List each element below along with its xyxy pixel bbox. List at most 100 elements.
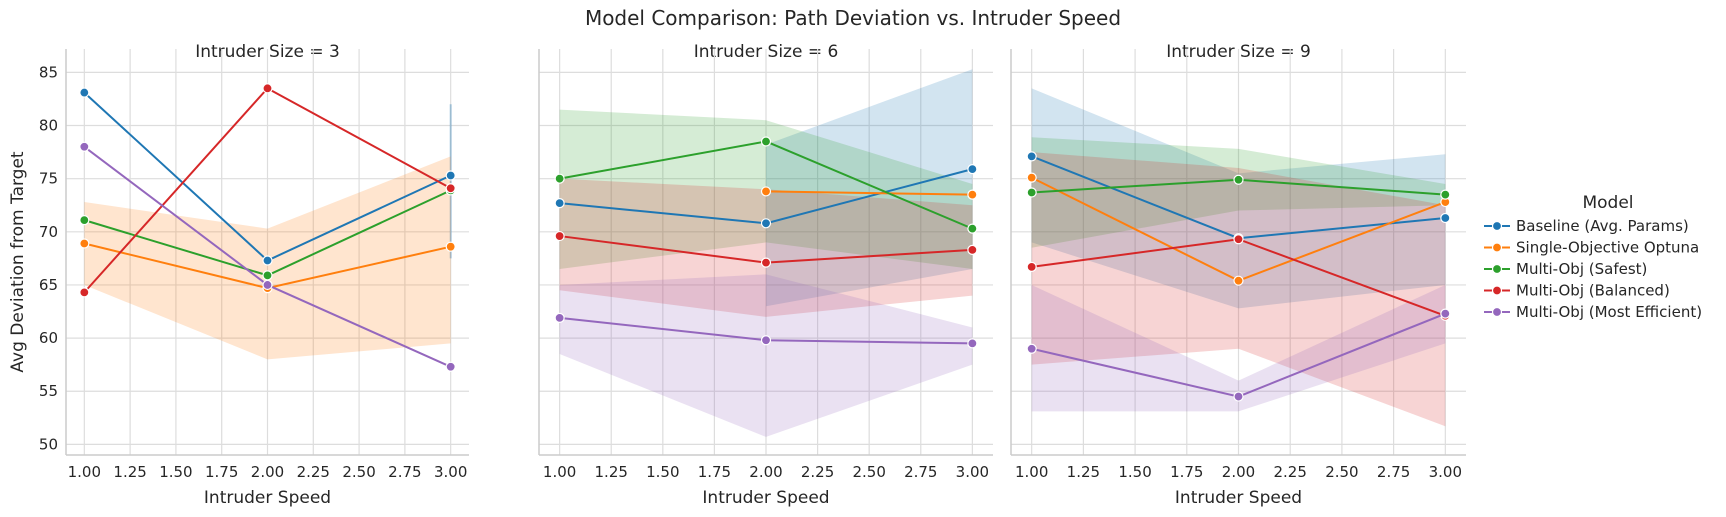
panel-3: Intruder Size = 91.00 1.25 1.50 1.75 2.00 2.2… bbox=[1010, 42, 1466, 508]
data-point-single-objective-optuna bbox=[967, 189, 978, 200]
ci-band-multi-obj-most-efficient bbox=[559, 274, 973, 437]
legend-swatch-marker bbox=[1491, 220, 1503, 232]
legend-label: Single-Objective Optuna bbox=[1516, 239, 1699, 257]
legend-label: Multi-Obj (Most Efficient) bbox=[1516, 303, 1702, 321]
x-tick-label: 3.00 bbox=[956, 463, 989, 481]
data-point-single-objective-optuna bbox=[1026, 172, 1037, 183]
chart-title: Model Comparison: Path Deviation vs. Int… bbox=[585, 6, 1121, 30]
legend-label: Multi-Obj (Balanced) bbox=[1516, 282, 1670, 300]
x-tick-label: 2.75 bbox=[388, 463, 421, 481]
x-axis-label: Intruder Speed bbox=[1175, 488, 1302, 508]
y-tick-label: 50 bbox=[39, 435, 58, 453]
y-tick-label: 70 bbox=[39, 223, 58, 241]
y-axis-label: Avg Deviation from Target bbox=[8, 151, 28, 373]
x-tick-label: 1.25 bbox=[113, 463, 146, 481]
x-tick-label: 1.00 bbox=[1015, 463, 1048, 481]
data-point-baseline-avg-params bbox=[554, 198, 565, 209]
x-tick-label: 2.00 bbox=[749, 463, 782, 481]
y-tick-label: 80 bbox=[39, 117, 58, 135]
x-tick-label: 2.25 bbox=[297, 463, 330, 481]
x-tick-label: 1.25 bbox=[1067, 463, 1100, 481]
data-point-multi-obj-most-efficient bbox=[1233, 391, 1244, 402]
data-point-multi-obj-balanced bbox=[445, 183, 456, 194]
data-point-multi-obj-balanced bbox=[262, 83, 273, 94]
panel-2: Intruder Size = 61.00 1.25 1.50 1.75 2.00 2.2… bbox=[538, 42, 993, 508]
legend-entry: Multi-Obj (Balanced) bbox=[1484, 282, 1670, 300]
data-point-multi-obj-safest bbox=[1440, 189, 1451, 200]
x-tick-label: 2.50 bbox=[1325, 463, 1358, 481]
legend-swatch-marker bbox=[1491, 285, 1503, 296]
data-point-multi-obj-safest bbox=[262, 270, 273, 281]
ci-band-multi-obj-balanced bbox=[1031, 152, 1446, 427]
data-point-baseline-avg-params bbox=[967, 163, 978, 175]
x-tick-label: 2.75 bbox=[904, 463, 937, 481]
legend-entry: Baseline (Avg. Params) bbox=[1484, 217, 1689, 235]
x-tick-label: 1.00 bbox=[543, 463, 576, 481]
legend: Model Baseline (Avg. Params) Single-Objec… bbox=[1484, 193, 1702, 321]
data-point-multi-obj-safest bbox=[967, 223, 978, 234]
data-point-multi-obj-safest bbox=[554, 173, 565, 184]
data-point-baseline-avg-params bbox=[262, 255, 273, 266]
x-tick-label: 1.75 bbox=[698, 463, 731, 481]
data-point-multi-obj-safest bbox=[760, 136, 772, 147]
chart-panels: Intruder Size = 31.00 1.25 1.50 1.75 2.00 2.2… bbox=[39, 42, 1466, 508]
x-tick-label: 1.75 bbox=[1170, 463, 1203, 481]
x-tick-label: 3.00 bbox=[1429, 463, 1462, 481]
x-tick-label: 1.50 bbox=[159, 463, 192, 481]
x-tick-label: 1.50 bbox=[1118, 463, 1151, 481]
data-point-single-objective-optuna bbox=[1233, 275, 1244, 286]
data-point-multi-obj-safest bbox=[1026, 187, 1037, 198]
x-tick-label: 1.25 bbox=[595, 463, 628, 481]
data-point-multi-obj-balanced bbox=[1026, 261, 1037, 272]
data-point-multi-obj-balanced bbox=[554, 230, 565, 242]
data-point-multi-obj-most-efficient bbox=[967, 338, 978, 349]
data-point-multi-obj-balanced bbox=[967, 244, 978, 255]
legend-swatch-marker bbox=[1491, 263, 1503, 275]
legend-swatch-marker bbox=[1491, 242, 1503, 253]
series-line-single-objective-optuna bbox=[765, 190, 973, 196]
data-point-multi-obj-most-efficient bbox=[1026, 343, 1037, 354]
data-point-multi-obj-most-efficient bbox=[445, 361, 456, 372]
data-point-multi-obj-most-efficient bbox=[1440, 308, 1451, 319]
data-point-baseline-avg-params bbox=[760, 218, 772, 229]
x-tick-label: 1.00 bbox=[68, 463, 101, 481]
data-point-baseline-avg-params bbox=[445, 170, 456, 181]
data-point-multi-obj-most-efficient bbox=[760, 335, 772, 346]
x-tick-label: 1.75 bbox=[205, 463, 238, 481]
x-axis-label: Intruder Speed bbox=[702, 488, 829, 508]
data-point-baseline-avg-params bbox=[79, 87, 90, 98]
data-point-multi-obj-safest bbox=[79, 215, 90, 226]
legend-entry: Single-Objective Optuna bbox=[1484, 239, 1699, 257]
data-point-multi-obj-most-efficient bbox=[554, 312, 565, 323]
y-tick-label: 85 bbox=[39, 63, 58, 81]
legend-title: Model bbox=[1582, 193, 1633, 213]
panel-1: Intruder Size = 31.00 1.25 1.50 1.75 2.00 2.2… bbox=[39, 42, 469, 508]
legend-label: Baseline (Avg. Params) bbox=[1516, 217, 1689, 235]
x-tick-label: 2.00 bbox=[251, 463, 284, 481]
x-tick-label: 1.50 bbox=[646, 463, 679, 481]
ci-band-baseline-avg-params bbox=[766, 69, 973, 307]
data-point-multi-obj-safest bbox=[1233, 174, 1244, 185]
legend-swatch-marker bbox=[1491, 306, 1503, 318]
data-point-single-objective-optuna bbox=[79, 238, 90, 249]
data-point-single-objective-optuna bbox=[760, 186, 772, 197]
data-point-single-objective-optuna bbox=[445, 241, 456, 252]
legend-entry: Multi-Obj (Most Efficient) bbox=[1484, 303, 1702, 321]
data-point-multi-obj-most-efficient bbox=[262, 279, 273, 291]
x-axis-label: Intruder Speed bbox=[204, 488, 331, 508]
data-point-baseline-avg-params bbox=[1440, 212, 1451, 224]
x-tick-label: 3.00 bbox=[434, 463, 467, 481]
legend-entry: Multi-Obj (Safest) bbox=[1484, 260, 1647, 278]
data-point-multi-obj-balanced bbox=[760, 257, 772, 268]
y-tick-label: 75 bbox=[39, 170, 58, 188]
x-tick-label: 2.50 bbox=[342, 463, 375, 481]
data-point-multi-obj-balanced bbox=[1233, 234, 1244, 245]
data-point-multi-obj-most-efficient bbox=[79, 141, 90, 152]
data-point-baseline-avg-params bbox=[1026, 151, 1037, 162]
y-tick-label: 60 bbox=[39, 329, 58, 347]
y-tick-label: 55 bbox=[39, 382, 58, 400]
x-tick-label: 2.25 bbox=[1274, 463, 1307, 481]
x-tick-label: 2.50 bbox=[852, 463, 885, 481]
ci-band-multi-obj-most-efficient bbox=[1031, 284, 1446, 412]
